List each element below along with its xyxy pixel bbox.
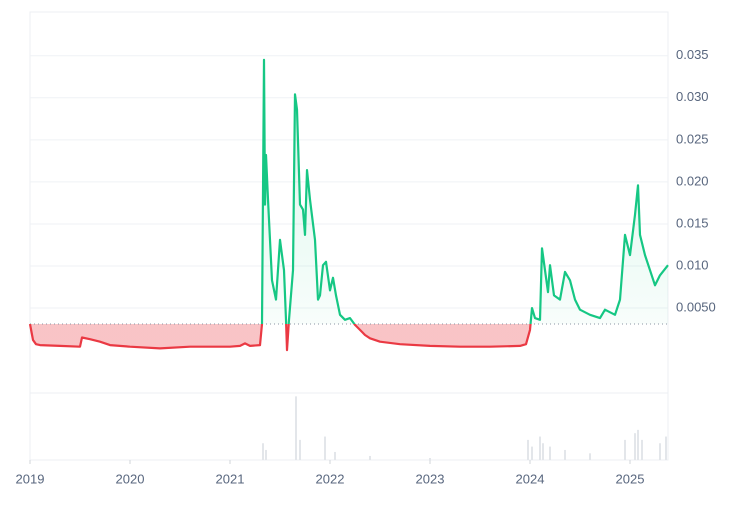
plot-frame <box>29 11 669 461</box>
y-tick-label: 0.0050 <box>676 299 716 314</box>
volume-bar <box>624 439 626 460</box>
volume-bar <box>324 436 326 460</box>
x-tick-label: 2024 <box>516 471 545 486</box>
volume-bar <box>659 443 661 460</box>
x-tick-label: 2021 <box>216 471 245 486</box>
x-tick-label: 2019 <box>16 471 45 486</box>
x-tick-label: 2020 <box>116 471 145 486</box>
x-tick-label: 2023 <box>416 471 445 486</box>
volume-bar <box>589 453 591 460</box>
y-tick-label: 0.020 <box>676 173 709 188</box>
y-tick-label: 0.035 <box>676 47 709 62</box>
volume-bar <box>564 449 566 460</box>
area <box>30 59 668 351</box>
volume-bar <box>641 439 643 460</box>
volume-bar <box>334 451 336 460</box>
y-tick-label: 0.025 <box>676 131 709 146</box>
volume-bar <box>542 443 544 460</box>
x-tick-label: 2025 <box>616 471 645 486</box>
volume-bar <box>634 433 636 460</box>
volume-bar <box>665 436 667 460</box>
volume-bar <box>429 457 431 460</box>
price-line <box>28 58 669 352</box>
volume-bar <box>265 449 267 460</box>
volume-bar <box>549 446 551 460</box>
y-tick-label: 0.030 <box>676 89 709 104</box>
volume-bar <box>531 446 533 460</box>
volume-bar <box>295 396 297 460</box>
y-tick-label: 0.010 <box>676 257 709 272</box>
volume-bar <box>299 439 301 460</box>
volume-bar <box>262 443 264 460</box>
y-tick-label: 0.015 <box>676 215 709 230</box>
x-tick-label: 2022 <box>316 471 345 486</box>
volume-bar <box>637 429 639 460</box>
volume-bar <box>539 436 541 460</box>
volume-bar <box>369 455 371 460</box>
volume-bar <box>527 439 529 460</box>
